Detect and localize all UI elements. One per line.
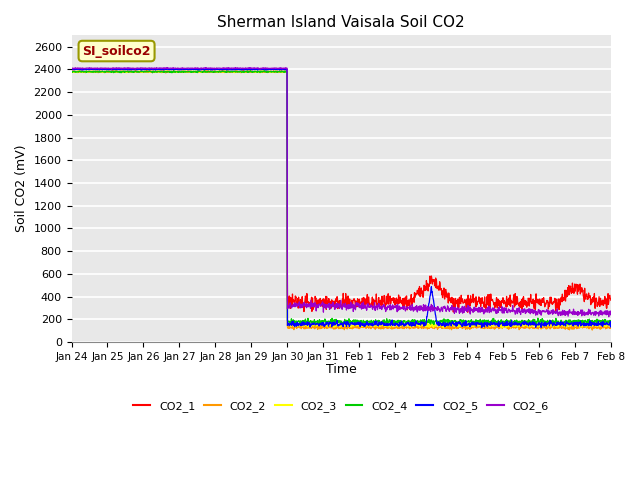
Title: Sherman Island Vaisala Soil CO2: Sherman Island Vaisala Soil CO2 <box>218 15 465 30</box>
Y-axis label: Soil CO2 (mV): Soil CO2 (mV) <box>15 145 28 232</box>
Legend: CO2_1, CO2_2, CO2_3, CO2_4, CO2_5, CO2_6: CO2_1, CO2_2, CO2_3, CO2_4, CO2_5, CO2_6 <box>129 397 554 417</box>
X-axis label: Time: Time <box>326 363 356 376</box>
Text: SI_soilco2: SI_soilco2 <box>83 45 151 58</box>
